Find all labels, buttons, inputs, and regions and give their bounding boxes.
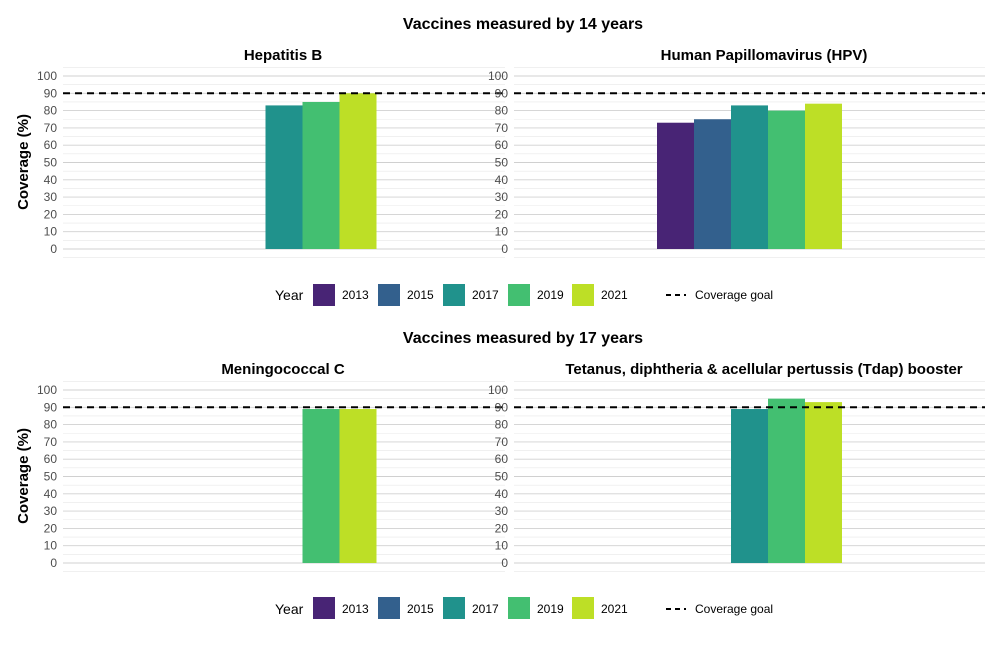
y-tick-label: 70 [495, 435, 509, 449]
bar-2021 [339, 93, 377, 249]
y-tick-label: 60 [495, 452, 509, 466]
panel-title-hpv: Human Papillomavirus (HPV) [661, 47, 868, 64]
y-tick-label: 20 [495, 521, 509, 535]
y-tick-label: 60 [44, 138, 58, 152]
bar-2019 [768, 110, 805, 249]
legend-key-2021 [572, 597, 594, 619]
y-tick-label: 80 [44, 418, 58, 432]
y-tick-label: 100 [488, 69, 508, 83]
legend-label-2017: 2017 [472, 602, 499, 616]
legend-key-2019 [508, 597, 530, 619]
y-tick-label: 30 [495, 504, 509, 518]
y-tick-label: 50 [44, 470, 58, 484]
y-tick-label: 100 [488, 383, 508, 397]
group-title-14-years: Vaccines measured by 14 years [403, 16, 643, 33]
y-tick-label: 50 [44, 156, 58, 170]
bar-2019 [302, 101, 340, 249]
y-tick-label: 0 [501, 242, 508, 256]
legend-label-2019: 2019 [537, 602, 564, 616]
y-tick-label: 10 [495, 539, 509, 553]
legend-top: Year 2013 2015 2017 2019 2021 Coverage g… [275, 284, 773, 306]
y-tick-label: 0 [50, 556, 57, 570]
legend-title: Year [275, 601, 304, 617]
legend-title: Year [275, 287, 304, 303]
bar-2015 [694, 119, 731, 249]
y-tick-label: 80 [495, 104, 509, 118]
y-tick-label: 0 [501, 556, 508, 570]
legend-label-goal: Coverage goal [695, 602, 773, 616]
y-tick-label: 90 [495, 86, 509, 100]
panel-meningococcal-c: 0 10 20 30 40 50 60 70 80 90 100 [37, 381, 505, 572]
legend-bottom: Year 2013 2015 2017 2019 2021 Coverage g… [275, 597, 773, 619]
bar-2017 [731, 105, 768, 249]
legend-label-2013: 2013 [342, 288, 369, 302]
legend-key-2017 [443, 284, 465, 306]
y-axis-title-top: Coverage (%) [15, 114, 32, 210]
y-tick-label: 90 [44, 86, 58, 100]
y-tick-label: 10 [495, 225, 509, 239]
bar-2013 [657, 122, 694, 249]
panel-tdap: 0 10 20 30 40 50 60 70 80 90 100 [488, 381, 985, 572]
y-tick-label: 70 [495, 121, 509, 135]
y-tick-label: 50 [495, 470, 509, 484]
y-tick-label: 40 [44, 487, 58, 501]
panel-title-tdap: Tetanus, diphtheria & acellular pertussi… [565, 361, 962, 378]
y-tick-label: 70 [44, 435, 58, 449]
y-tick-label: 20 [44, 207, 58, 221]
bar-2017 [731, 409, 768, 563]
y-tick-label: 20 [495, 207, 509, 221]
legend-label-2021: 2021 [601, 602, 628, 616]
y-tick-label: 100 [37, 383, 57, 397]
legend-label-2017: 2017 [472, 288, 499, 302]
y-tick-label: 60 [495, 138, 509, 152]
y-tick-label: 90 [44, 400, 58, 414]
legend-label-2019: 2019 [537, 288, 564, 302]
panel-title-meningococcal-c: Meningococcal C [221, 361, 345, 378]
y-tick-label: 30 [44, 504, 58, 518]
bar-2017 [265, 105, 303, 249]
legend-key-2013 [313, 597, 335, 619]
bar-2021 [805, 402, 842, 563]
y-tick-label: 40 [44, 173, 58, 187]
legend-key-2015 [378, 284, 400, 306]
bar-2019 [768, 398, 805, 563]
y-tick-label: 10 [44, 225, 58, 239]
legend-label-2021: 2021 [601, 288, 628, 302]
legend-label-2015: 2015 [407, 288, 434, 302]
panel-title-hepatitis-b: Hepatitis B [244, 47, 323, 64]
legend-label-goal: Coverage goal [695, 288, 773, 302]
legend-key-2013 [313, 284, 335, 306]
y-tick-label: 40 [495, 173, 509, 187]
y-tick-label: 20 [44, 521, 58, 535]
legend-key-2015 [378, 597, 400, 619]
legend-key-2019 [508, 284, 530, 306]
legend-label-2015: 2015 [407, 602, 434, 616]
y-tick-label: 70 [44, 121, 58, 135]
legend-label-2013: 2013 [342, 602, 369, 616]
y-tick-label: 100 [37, 69, 57, 83]
y-tick-label: 90 [495, 400, 509, 414]
y-tick-label: 50 [495, 156, 509, 170]
y-axis-title-bottom: Coverage (%) [15, 428, 32, 524]
y-tick-label: 30 [44, 190, 58, 204]
y-tick-label: 80 [495, 418, 509, 432]
y-tick-label: 40 [495, 487, 509, 501]
y-tick-label: 10 [44, 539, 58, 553]
group-title-17-years: Vaccines measured by 17 years [403, 330, 643, 347]
panel-hpv: 0 10 20 30 40 50 60 70 80 90 100 [488, 67, 985, 258]
y-tick-label: 30 [495, 190, 509, 204]
bar-2019 [302, 409, 340, 563]
bar-2021 [805, 103, 842, 250]
legend-key-2017 [443, 597, 465, 619]
bar-2021 [339, 409, 377, 563]
panel-hepatitis-b: 0 10 20 30 40 50 60 70 80 90 100 [37, 67, 505, 258]
legend-key-2021 [572, 284, 594, 306]
y-tick-label: 80 [44, 104, 58, 118]
y-tick-label: 60 [44, 452, 58, 466]
y-tick-label: 0 [50, 242, 57, 256]
